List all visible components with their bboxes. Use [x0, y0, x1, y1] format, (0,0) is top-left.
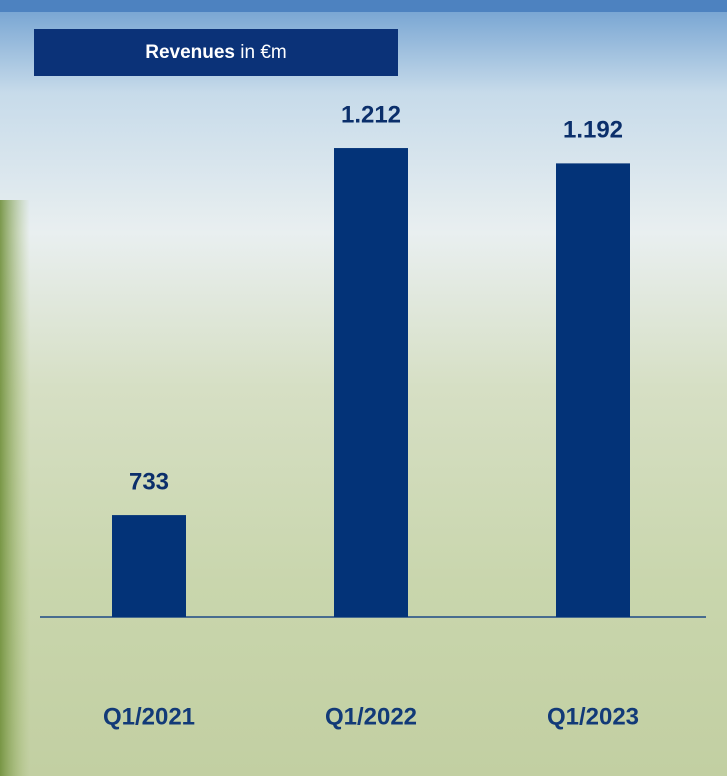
bar: [334, 148, 408, 617]
x-tick-label: Q1/2021: [103, 703, 195, 730]
value-label: 1.212: [341, 101, 401, 128]
chart-title: Revenues in €m: [145, 42, 287, 63]
top-strip: [0, 0, 727, 12]
title-box: [34, 29, 398, 76]
value-label: 1.192: [563, 117, 623, 144]
x-tick-label: Q1/2023: [547, 703, 639, 730]
bar: [556, 163, 630, 617]
left-foliage: [0, 200, 30, 776]
title-rest: in €m: [240, 42, 286, 63]
value-label: 733: [129, 468, 169, 495]
x-tick-label: Q1/2022: [325, 703, 417, 730]
bar: [112, 515, 186, 617]
title-bold: Revenues: [145, 42, 235, 63]
